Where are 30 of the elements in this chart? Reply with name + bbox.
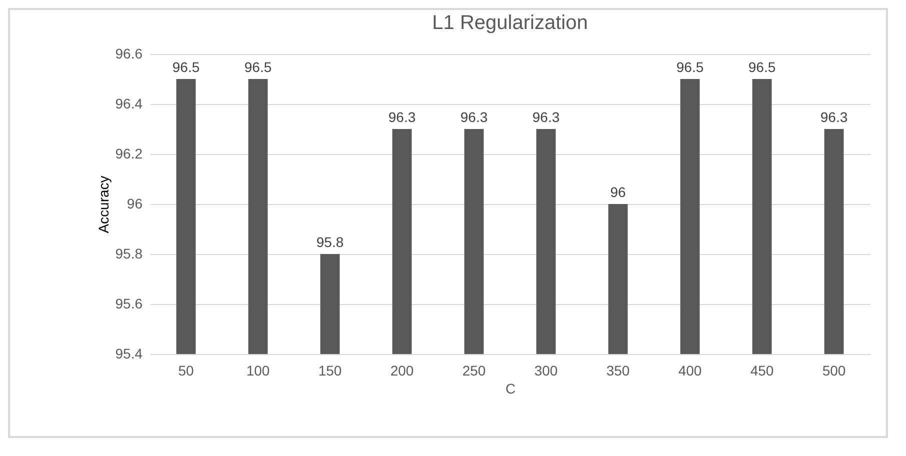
- x-tick-label: 400: [678, 362, 702, 378]
- x-tick-label: 350: [606, 362, 630, 378]
- data-label: 96: [610, 184, 626, 200]
- data-label: 96.5: [748, 59, 776, 75]
- x-tick-label: 300: [534, 362, 558, 378]
- y-tick-label: 95.6: [115, 296, 143, 312]
- y-tick-label: 96: [126, 196, 143, 212]
- x-tick-label: 450: [750, 362, 774, 378]
- x-tick-label: 200: [390, 362, 414, 378]
- data-label: 96.3: [388, 109, 416, 125]
- x-tick-label: 100: [246, 362, 270, 378]
- data-label: 96.3: [820, 109, 848, 125]
- y-tick-label: 96.4: [115, 96, 143, 112]
- y-tick-label: 96.2: [115, 146, 143, 162]
- data-label: 95.8: [316, 234, 344, 250]
- y-tick-label: 95.8: [115, 246, 143, 262]
- x-tick-label: 50: [178, 362, 194, 378]
- data-label: 96.5: [172, 59, 200, 75]
- data-label: 96.5: [244, 59, 272, 75]
- data-label: 96.3: [532, 109, 560, 125]
- x-tick-label: 150: [318, 362, 342, 378]
- x-tick-label: 500: [822, 362, 846, 378]
- y-axis-title: Accuracy: [95, 176, 112, 234]
- data-label: 96.3: [460, 109, 488, 125]
- chart-title: L1 Regularization: [432, 12, 588, 34]
- y-tick-label: 95.4: [115, 346, 143, 362]
- x-tick-label: 250: [462, 362, 486, 378]
- data-label: 96.5: [676, 59, 704, 75]
- y-tick-label: 96.6: [115, 46, 143, 62]
- x-axis-title: C: [505, 380, 516, 396]
